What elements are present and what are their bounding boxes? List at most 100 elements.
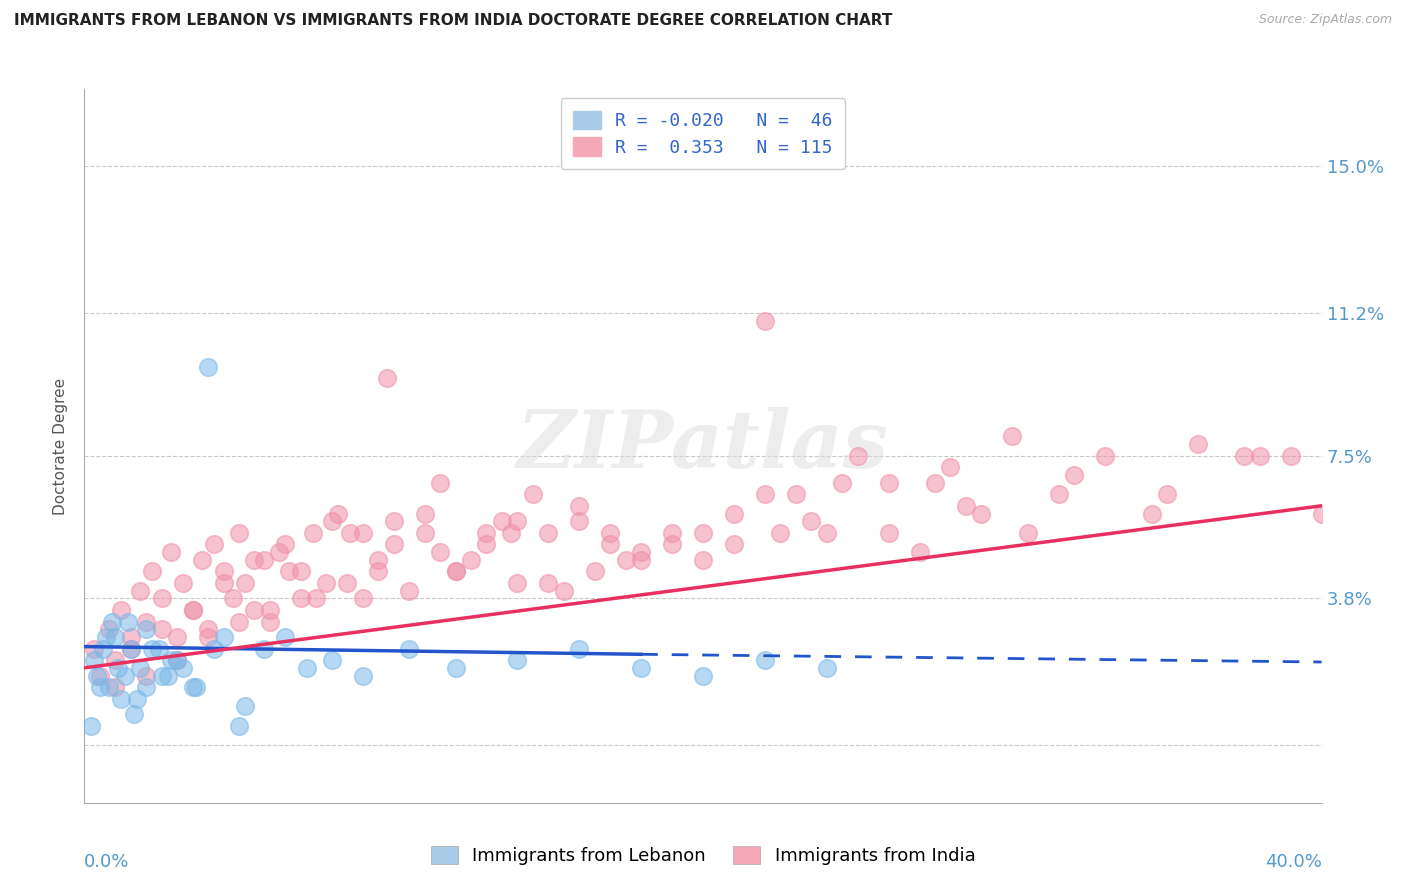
Point <box>444 565 467 579</box>
Point <box>692 525 714 540</box>
Point <box>382 514 405 528</box>
Point <box>290 591 312 606</box>
Point <box>1156 487 1178 501</box>
Point <box>352 668 374 682</box>
Point <box>877 475 900 490</box>
Point <box>754 313 776 327</box>
Point <box>630 545 652 559</box>
Point <box>94 630 117 644</box>
Point <box>150 668 173 682</box>
Point <box>367 553 389 567</box>
Point <box>305 591 328 606</box>
Point <box>661 537 683 551</box>
Point <box>939 460 962 475</box>
Point <box>1279 449 1302 463</box>
Point <box>181 603 204 617</box>
Point <box>1094 449 1116 463</box>
Text: 0.0%: 0.0% <box>84 853 129 871</box>
Point <box>274 537 297 551</box>
Point <box>233 699 256 714</box>
Legend: R = -0.020   N =  46, R =  0.353   N = 115: R = -0.020 N = 46, R = 0.353 N = 115 <box>561 98 845 169</box>
Point <box>110 603 132 617</box>
Point <box>150 591 173 606</box>
Point <box>120 630 142 644</box>
Point <box>460 553 482 567</box>
Point <box>568 499 591 513</box>
Point <box>228 615 250 629</box>
Point <box>568 514 591 528</box>
Point <box>79 719 101 733</box>
Point <box>181 603 204 617</box>
Point <box>91 641 114 656</box>
Point <box>1310 507 1333 521</box>
Point <box>83 653 105 667</box>
Point <box>367 565 389 579</box>
Point <box>723 537 745 551</box>
Point <box>583 565 606 579</box>
Point <box>522 487 544 501</box>
Point <box>754 653 776 667</box>
Point <box>326 507 349 521</box>
Point <box>599 525 621 540</box>
Point <box>233 576 256 591</box>
Point <box>135 680 157 694</box>
Point <box>83 641 105 656</box>
Point <box>197 622 219 636</box>
Point <box>692 553 714 567</box>
Point <box>197 359 219 374</box>
Point <box>1001 429 1024 443</box>
Point <box>769 525 792 540</box>
Point <box>117 615 139 629</box>
Point <box>104 680 127 694</box>
Point <box>202 537 225 551</box>
Point <box>661 525 683 540</box>
Y-axis label: Doctorate Degree: Doctorate Degree <box>53 377 69 515</box>
Point <box>181 680 204 694</box>
Point <box>630 661 652 675</box>
Point <box>1017 525 1039 540</box>
Point <box>125 691 148 706</box>
Point <box>290 565 312 579</box>
Point <box>86 668 108 682</box>
Point <box>104 653 127 667</box>
Point <box>141 641 163 656</box>
Point <box>122 707 145 722</box>
Point <box>352 525 374 540</box>
Point <box>135 668 157 682</box>
Point <box>754 487 776 501</box>
Point <box>846 449 869 463</box>
Point <box>815 525 838 540</box>
Point <box>630 553 652 567</box>
Point <box>506 653 529 667</box>
Point <box>243 603 266 617</box>
Point <box>1187 437 1209 451</box>
Point <box>475 525 498 540</box>
Point <box>259 615 281 629</box>
Point <box>336 576 359 591</box>
Point <box>1249 449 1271 463</box>
Point <box>191 553 214 567</box>
Point <box>253 641 276 656</box>
Text: Source: ZipAtlas.com: Source: ZipAtlas.com <box>1258 13 1392 27</box>
Point <box>202 641 225 656</box>
Point <box>506 514 529 528</box>
Point <box>114 668 136 682</box>
Point <box>160 545 183 559</box>
Point <box>599 537 621 551</box>
Point <box>413 525 436 540</box>
Point <box>212 630 235 644</box>
Point <box>274 630 297 644</box>
Point <box>120 641 142 656</box>
Point <box>150 622 173 636</box>
Point <box>877 525 900 540</box>
Point <box>135 615 157 629</box>
Point <box>831 475 853 490</box>
Point <box>398 583 420 598</box>
Point <box>723 507 745 521</box>
Point <box>429 545 451 559</box>
Point <box>970 507 993 521</box>
Point <box>166 653 188 667</box>
Point <box>444 661 467 675</box>
Point <box>614 553 637 567</box>
Point <box>212 565 235 579</box>
